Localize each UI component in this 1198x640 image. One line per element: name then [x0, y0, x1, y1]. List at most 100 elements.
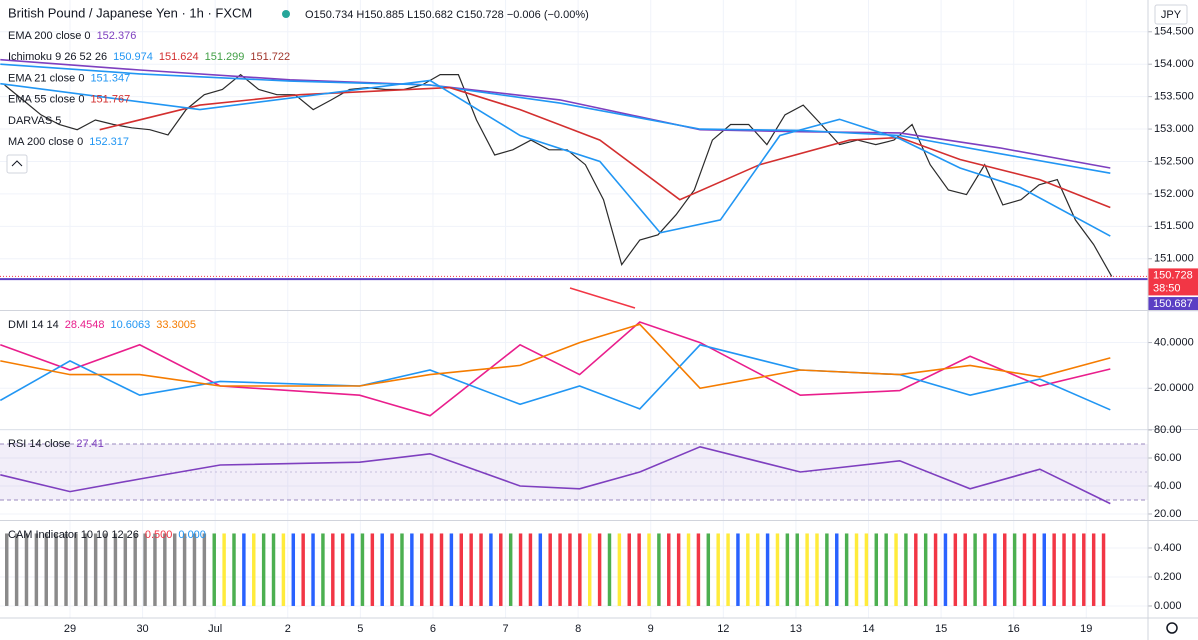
- series-line: [99, 86, 1111, 209]
- y-tick-label: 154.000: [1154, 58, 1194, 70]
- y-tick-label: 0.400: [1154, 542, 1182, 554]
- collapse-icon: [11, 160, 23, 167]
- cam-bar: [518, 533, 523, 606]
- cam-bar: [686, 533, 691, 606]
- hline-box: [1148, 297, 1198, 312]
- cam-bar: [726, 533, 730, 606]
- x-tick-label: 9: [648, 623, 654, 635]
- cam-bar: [1101, 533, 1106, 606]
- cam-bar: [696, 533, 701, 606]
- cam-bar: [825, 533, 829, 606]
- cam-bar: [815, 533, 819, 606]
- cam-bar: [746, 533, 750, 606]
- cam-bar: [163, 533, 167, 606]
- x-tick-label: 15: [935, 623, 947, 635]
- cam-bar: [1022, 533, 1027, 606]
- y-tick-label: 80.00: [1154, 424, 1182, 436]
- indicator-label: Ichimoku 9 26 52 26: [8, 51, 107, 63]
- cam-bar: [429, 533, 434, 606]
- last-price-box: [1148, 268, 1198, 296]
- x-tick-label: 19: [1080, 623, 1092, 635]
- indicator-label: MA 200 close 0: [8, 136, 83, 148]
- cam-bar: [64, 533, 68, 606]
- cam-bar: [5, 533, 9, 606]
- ohlc: O150.734 H150.885 L150.682 C150.728 −0.0…: [305, 9, 589, 21]
- cam-bar: [311, 533, 315, 606]
- cam-bar: [716, 533, 720, 606]
- y-tick-label: 0.000: [1154, 600, 1182, 612]
- indicator-value: 151.767: [90, 94, 130, 106]
- cam-bar: [933, 533, 938, 606]
- y-tick-label: 151.000: [1154, 253, 1194, 265]
- x-tick-label: 30: [136, 623, 148, 635]
- cam-bar: [923, 533, 928, 606]
- cam-bar: [44, 533, 48, 606]
- indicator-value: 152.376: [97, 30, 137, 42]
- indicator-legend: EMA 200 close 0 152.376: [8, 30, 136, 42]
- cam-bar: [647, 533, 651, 606]
- indicator-value: 151.722: [250, 51, 290, 63]
- cam-bar: [192, 533, 197, 606]
- cam-bar: [1082, 533, 1086, 606]
- cam-bar: [84, 533, 88, 606]
- cam-bar: [380, 533, 384, 606]
- x-tick-label: 13: [790, 623, 802, 635]
- cam-bar: [410, 533, 414, 606]
- cam-bar: [706, 533, 711, 606]
- series-line: [0, 58, 1111, 169]
- cam-bar: [558, 533, 562, 606]
- cam-bar: [597, 533, 602, 606]
- x-tick-label: 6: [430, 623, 436, 635]
- cam-bar: [1072, 533, 1076, 606]
- pane-legend: CAM Indicator 10 10 12 26 0.500 0.000: [8, 529, 206, 541]
- cam-bar: [894, 533, 898, 606]
- cam-bar: [795, 533, 799, 606]
- hline-label: 150.687: [1153, 298, 1193, 310]
- x-tick-label: 14: [862, 623, 874, 635]
- y-tick-label: 20.0000: [1154, 382, 1194, 394]
- cam-bar: [113, 533, 118, 606]
- cam-bar: [212, 533, 216, 606]
- pane-legend-label: CAM Indicator 10 10 12 26: [8, 529, 139, 541]
- pane-legend-label: RSI 14 close: [8, 438, 70, 450]
- cam-bar: [538, 533, 543, 606]
- pane-legend-value: 28.4548: [65, 319, 105, 331]
- series-line: [0, 343, 1111, 411]
- chart-title: British Pound / Japanese Yen · 1h · FXCM: [8, 5, 252, 20]
- indicator-legend: EMA 55 close 0 151.767: [8, 94, 130, 106]
- cam-bar: [281, 533, 286, 606]
- cam-bar: [884, 533, 888, 606]
- cam-bar: [963, 533, 967, 606]
- y-tick-label: 40.00: [1154, 480, 1182, 492]
- currency-button[interactable]: [1154, 4, 1188, 25]
- cam-bar: [400, 533, 404, 606]
- cam-bar: [469, 533, 473, 606]
- pane-legend: RSI 14 close 27.41: [8, 438, 104, 450]
- pane-legend-value: 0.500: [145, 529, 173, 541]
- y-tick-label: 152.000: [1154, 188, 1194, 200]
- indicator-label: EMA 55 close 0: [8, 94, 84, 106]
- cam-bar: [390, 533, 394, 606]
- x-tick-label: 7: [502, 623, 508, 635]
- cam-bar: [252, 533, 256, 606]
- cam-bar: [637, 533, 641, 606]
- cam-bar: [667, 533, 671, 606]
- x-tick-label: 16: [1008, 623, 1020, 635]
- x-tick-label: 8: [575, 623, 581, 635]
- cam-bar: [14, 533, 19, 606]
- currency[interactable]: JPY: [1161, 9, 1182, 21]
- cam-bar: [449, 533, 454, 606]
- cam-bar: [232, 533, 236, 606]
- x-tick-label: Jul: [208, 623, 222, 635]
- indicator-label: EMA 21 close 0: [8, 72, 84, 84]
- collapse-legend[interactable]: [6, 154, 28, 174]
- settings-icon[interactable]: [1166, 622, 1178, 634]
- y-tick-label: 151.500: [1154, 220, 1194, 232]
- cam-bar: [785, 533, 790, 606]
- pane-legend: DMI 14 14 28.4548 10.6063 33.3005: [8, 319, 196, 331]
- cam-bar: [331, 533, 335, 606]
- y-tick-label: 60.00: [1154, 452, 1182, 464]
- indicator-legend: EMA 21 close 0 151.347: [8, 72, 130, 84]
- cam-bar: [1091, 533, 1096, 606]
